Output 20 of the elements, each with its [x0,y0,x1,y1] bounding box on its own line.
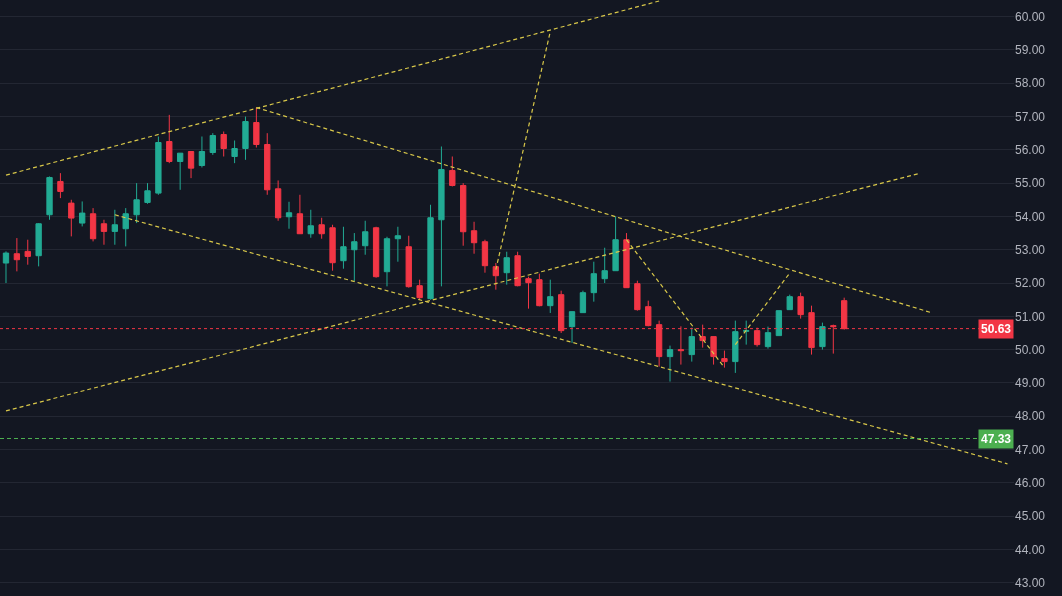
y-tick-label: 47.00 [1015,442,1046,457]
y-tick-label: 51.00 [1015,309,1046,324]
ref-line-label: 47.33 [981,432,1012,446]
y-tick-label: 59.00 [1015,43,1046,58]
y-tick-label: 58.00 [1015,76,1046,91]
y-tick-label: 60.00 [1015,9,1046,24]
y-tick-label: 46.00 [1015,475,1046,490]
y-tick-label: 48.00 [1015,409,1046,424]
y-tick-label: 52.00 [1015,276,1046,291]
y-tick-label: 43.00 [1015,575,1046,590]
y-tick-label: 54.00 [1015,209,1046,224]
y-tick-label: 57.00 [1015,109,1046,124]
y-tick-label: 50.00 [1015,342,1046,357]
y-tick-label: 45.00 [1015,509,1046,524]
y-tick-label: 56.00 [1015,143,1046,158]
ref-line-label: 50.63 [981,322,1012,336]
y-tick-label: 49.00 [1015,376,1046,391]
y-tick-label: 44.00 [1015,542,1046,557]
y-tick-label: 55.00 [1015,176,1046,191]
y-tick-label: 53.00 [1015,242,1046,257]
